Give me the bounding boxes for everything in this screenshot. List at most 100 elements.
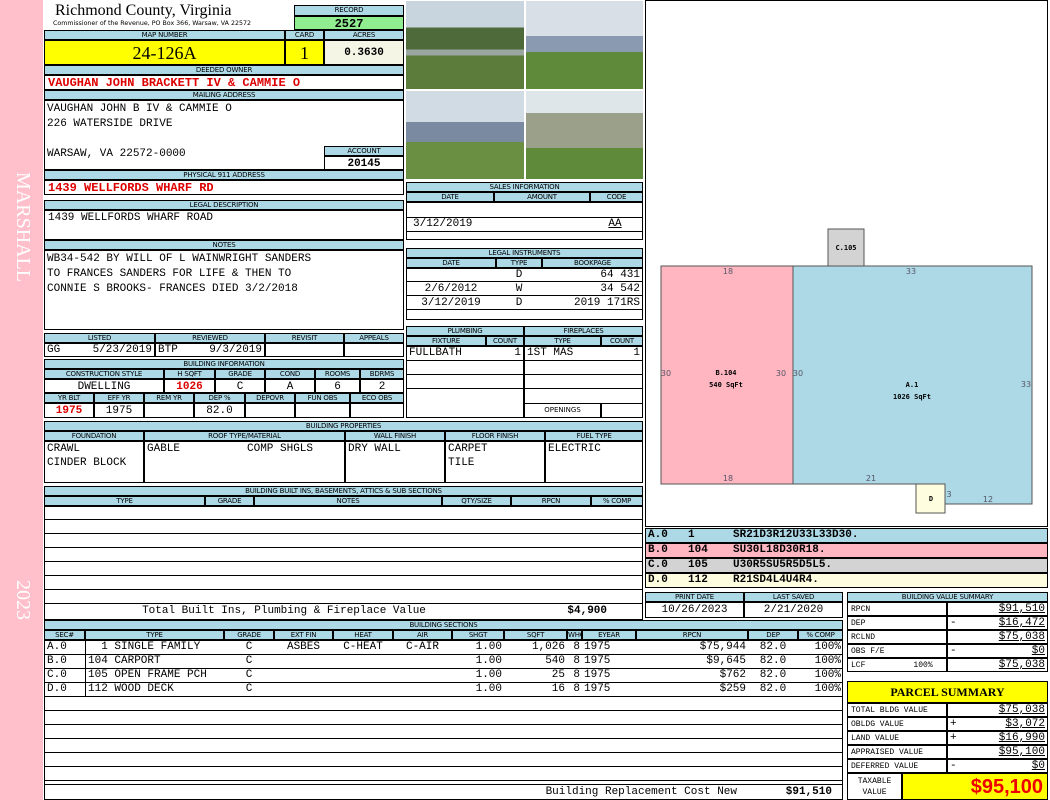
sketch-label-c: C.105 bbox=[835, 244, 856, 252]
section-cell: 100% bbox=[814, 683, 841, 695]
county-subtitle: Commissioner of the Revenue, PO Box 366,… bbox=[53, 20, 252, 27]
value-cell bbox=[947, 745, 1048, 759]
property-photo-1[interactable] bbox=[405, 0, 525, 90]
tax-year: 2023 bbox=[12, 580, 34, 620]
instrument-row bbox=[406, 282, 643, 296]
section-header: BOOKPAGE bbox=[542, 258, 643, 268]
sale-amount bbox=[494, 217, 590, 232]
section-header: FIXTURE bbox=[406, 336, 486, 346]
section-header: TYPE bbox=[85, 630, 224, 640]
section-header: BUILDING PROPERTIES bbox=[44, 421, 643, 431]
instrument-type: D bbox=[515, 269, 523, 281]
building-info-value: C bbox=[215, 379, 265, 393]
section-cell: ASBES bbox=[286, 641, 320, 653]
section-header: LAST SAVED bbox=[744, 592, 843, 602]
section-cell: $259 bbox=[719, 683, 746, 695]
section-cell bbox=[333, 682, 393, 696]
sketch-label-b-sqft: 540 SqFt bbox=[709, 381, 743, 389]
value-sign: - bbox=[950, 645, 957, 657]
section-header: WALL FINISH bbox=[345, 431, 445, 441]
sketch-code-section: C.0 bbox=[648, 559, 668, 571]
section-header: PLUMBING bbox=[406, 326, 524, 336]
value-summary-label: DEP bbox=[847, 616, 947, 630]
section-header: % COMP bbox=[798, 630, 843, 640]
section-header: NOTES bbox=[254, 496, 442, 506]
sketch-code-section: A.0 bbox=[648, 529, 668, 541]
section-header: BDRMS bbox=[360, 369, 404, 379]
listed-by: GG bbox=[47, 344, 61, 356]
sketch-label-a: A.1 bbox=[906, 381, 919, 389]
property-cell bbox=[44, 441, 144, 483]
row-divider bbox=[44, 780, 843, 781]
section-header: FUN OBS bbox=[295, 393, 350, 403]
section-header: SHGT bbox=[452, 630, 504, 640]
rcn-value: $91,510 bbox=[785, 786, 832, 798]
mailing-line: 226 WATERSIDE DRIVE bbox=[47, 118, 173, 130]
section-cell: 1975 bbox=[584, 641, 611, 653]
value-cell bbox=[947, 759, 1048, 773]
section-header: PRINT DATE bbox=[645, 592, 744, 602]
row-divider bbox=[406, 388, 643, 389]
property-photo-2[interactable] bbox=[525, 0, 644, 90]
section-header: DEEDED OWNER bbox=[44, 65, 404, 75]
row-divider bbox=[44, 654, 843, 655]
section-cell: 25 bbox=[551, 669, 565, 681]
section-cell bbox=[274, 668, 333, 682]
card-number: 1 bbox=[285, 40, 324, 65]
section-cell: 1975 bbox=[584, 655, 611, 667]
sketch-dimension: 3 bbox=[946, 490, 951, 499]
section-header: DEP % bbox=[194, 393, 245, 403]
section-cell: 112 WOOD DECK bbox=[85, 682, 224, 696]
section-cell bbox=[333, 654, 393, 668]
value-sign: - bbox=[950, 617, 957, 629]
foundation: CINDER BLOCK bbox=[47, 457, 127, 469]
print-date: 10/26/2023 bbox=[645, 602, 744, 618]
section-cell: 16 bbox=[551, 683, 565, 695]
sketch-dimension: 30 bbox=[776, 369, 786, 378]
property-cell bbox=[545, 441, 643, 483]
row-divider bbox=[44, 766, 843, 767]
parcel-summary-amount: $0 bbox=[1031, 760, 1045, 772]
section-cell: $9,645 bbox=[706, 655, 746, 667]
section-cell: A.0 bbox=[44, 640, 85, 654]
section-cell: $75,944 bbox=[699, 641, 746, 653]
sketch-dimension: 21 bbox=[866, 474, 876, 483]
sketch-code-number: 112 bbox=[688, 574, 708, 586]
section-header: HEAT bbox=[333, 630, 393, 640]
row-divider bbox=[44, 533, 643, 534]
row-divider bbox=[406, 374, 643, 375]
section-cell: 82.0 bbox=[759, 669, 787, 681]
section-cell: C bbox=[245, 655, 253, 667]
sketch-label-a-sqft: 1026 SqFt bbox=[893, 393, 931, 401]
roof-type: GABLE bbox=[147, 443, 181, 455]
floor-finish: TILE bbox=[448, 457, 475, 469]
value-cell bbox=[947, 703, 1048, 717]
value-summary-label: RCLND bbox=[847, 630, 947, 644]
value-summary-label: OBS F/E bbox=[847, 644, 947, 658]
section-header: GRADE bbox=[205, 496, 254, 506]
county-title: Richmond County, Virginia bbox=[55, 2, 232, 19]
map-number: 24-126A bbox=[44, 40, 285, 65]
section-header: LEGAL INSTRUMENTS bbox=[406, 248, 643, 258]
sketch-code-string: R21SD4L4U4R4. bbox=[733, 574, 819, 586]
parcel-summary-amount: $16,990 bbox=[998, 732, 1045, 744]
sketch-area-d bbox=[915, 483, 946, 514]
openings-value bbox=[601, 403, 643, 418]
building-info-value: 2 bbox=[360, 379, 404, 393]
row-divider bbox=[44, 561, 643, 562]
section-header: DEPOVR bbox=[245, 393, 295, 403]
property-photo-4[interactable] bbox=[525, 90, 644, 180]
section-cell: B.0 bbox=[44, 654, 85, 668]
section-header: REVIEWED bbox=[155, 333, 265, 343]
section-cell: 100% bbox=[814, 655, 841, 667]
row-divider bbox=[44, 519, 643, 520]
sketch-area-b bbox=[660, 265, 794, 485]
property-photo-3[interactable] bbox=[405, 90, 525, 180]
instrument-bookpage: 64 431 bbox=[600, 269, 640, 281]
sketch-drawing: C.105 B.104 540 SqFt A.1 1026 SqFt D 18 3… bbox=[660, 228, 1033, 514]
row-divider bbox=[406, 360, 643, 361]
sketch-code-string: SR21D3R12U33L33D30. bbox=[733, 529, 859, 541]
section-header: SALES INFORMATION bbox=[406, 182, 643, 192]
deeded-owner: VAUGHAN JOHN BRACKETT IV & CAMMIE O bbox=[44, 75, 404, 90]
parcel-summary-amount: $3,072 bbox=[1005, 718, 1045, 730]
